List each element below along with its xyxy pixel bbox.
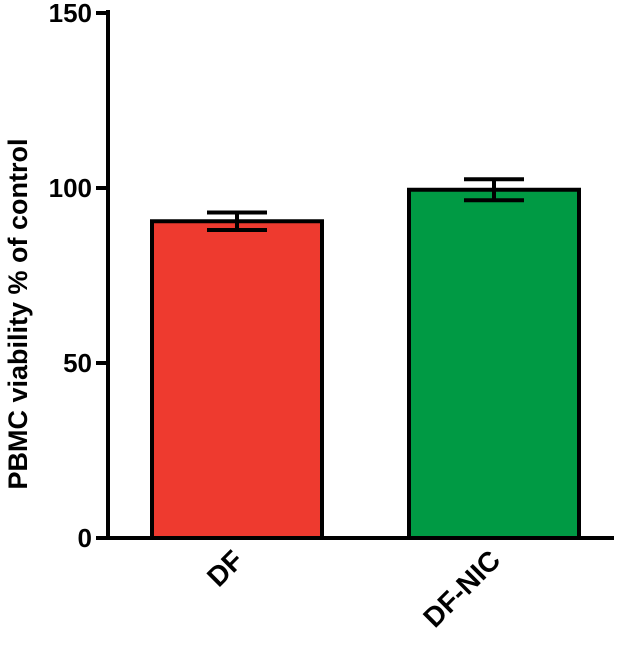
y-tick-label-150: 150 (49, 0, 92, 28)
x-axis-categories: DF DF-NIC (201, 544, 506, 633)
x-category-label-df: DF (201, 544, 249, 592)
error-bar-df (207, 210, 267, 232)
x-category-label-df-nic: DF-NIC (417, 544, 506, 633)
y-tick-label-100: 100 (49, 173, 92, 203)
y-tick-label-50: 50 (63, 348, 92, 378)
bar-df-nic (407, 187, 581, 540)
y-axis-ticks: 0 50 100 150 (49, 0, 108, 553)
y-tick-label-0: 0 (78, 523, 92, 553)
y-axis-title: PBMC viability % of control (3, 138, 33, 489)
bars (150, 177, 581, 540)
error-bar-df-nic (464, 177, 524, 203)
bar-df (150, 219, 324, 540)
axes (106, 10, 614, 540)
